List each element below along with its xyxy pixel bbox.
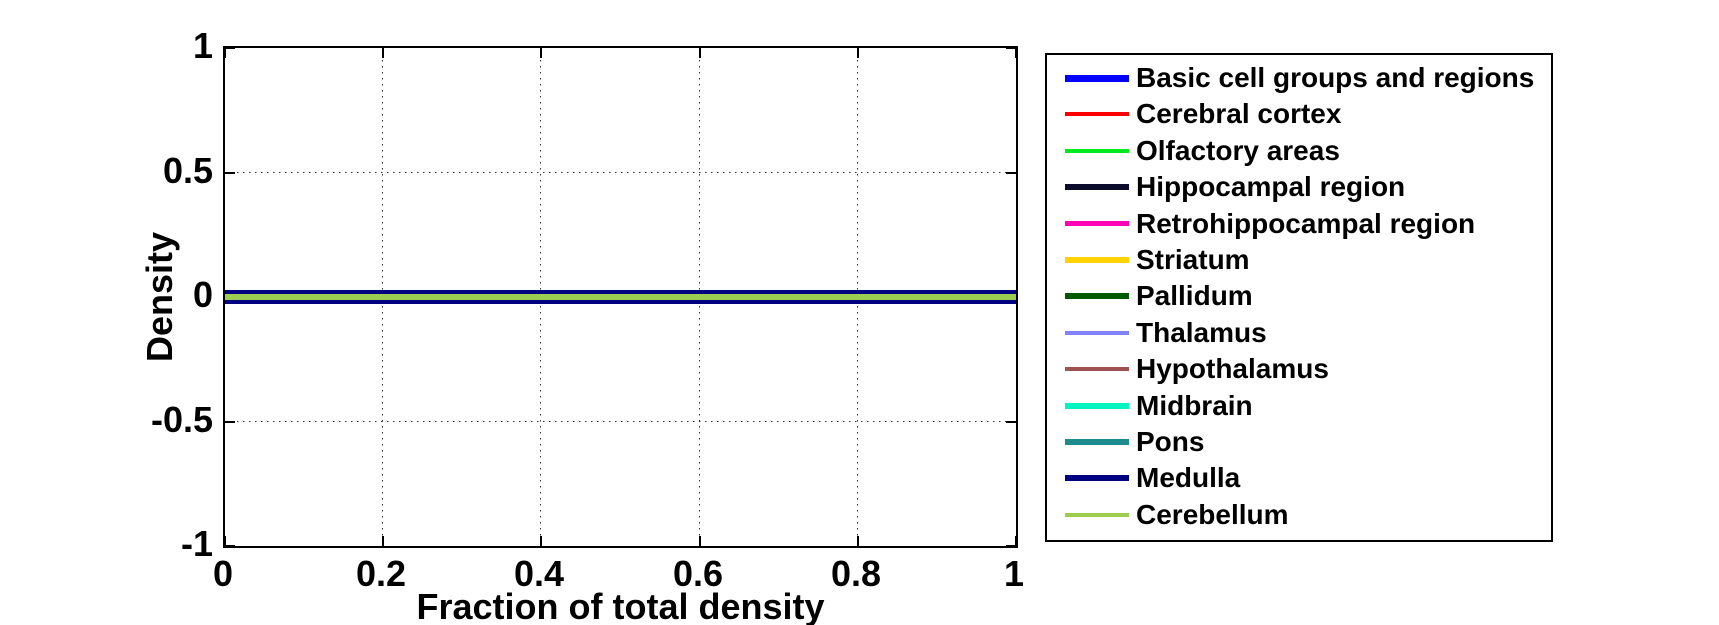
legend-line-swatch: [1065, 257, 1129, 264]
legend-line-swatch: [1065, 184, 1129, 191]
y-tick-mark-right: [1006, 545, 1016, 547]
legend-item-label: Hippocampal region: [1136, 171, 1406, 203]
y-tick-label: 0.5: [162, 150, 213, 191]
axes: [223, 46, 1018, 548]
x-tick-mark: [382, 536, 384, 546]
x-tick-mark-top: [699, 48, 701, 58]
x-tick-label: 0: [212, 553, 234, 594]
legend-line-swatch: [1065, 293, 1129, 300]
x-tick-mark: [224, 536, 226, 546]
legend-item: Striatum: [1047, 245, 1551, 275]
y-tick-label: -0.5: [150, 399, 213, 440]
legend-item-label: Cerebral cortex: [1136, 98, 1342, 130]
legend-item: Hypothalamus: [1047, 354, 1551, 384]
legend-item: Cerebellum: [1047, 498, 1551, 530]
x-tick-mark: [857, 536, 859, 546]
legend-line-swatch: [1065, 402, 1129, 409]
legend-item-label: Cerebellum: [1136, 498, 1289, 530]
legend-item: Cerebral cortex: [1047, 99, 1551, 129]
x-tick-label: 0.4: [513, 553, 565, 594]
legend-item: Midbrain: [1047, 389, 1551, 421]
x-tick-mark-top: [1015, 48, 1017, 58]
legend-line-swatch: [1065, 330, 1129, 335]
x-tick-mark-top: [540, 48, 542, 58]
legend-item-label: Striatum: [1136, 244, 1250, 276]
legend-line-swatch: [1065, 512, 1129, 517]
y-tick-mark: [225, 47, 235, 49]
legend-item-label: Basic cell groups and regions: [1136, 62, 1535, 93]
y-tick-mark-right: [1006, 47, 1016, 49]
legend-item-label: Pallidum: [1136, 280, 1253, 312]
legend-item: Pallidum: [1047, 281, 1551, 311]
x-axis-label: Fraction of total density: [416, 586, 825, 625]
legend-item-label: Medulla: [1136, 462, 1241, 494]
legend-item: Thalamus: [1047, 316, 1551, 348]
x-tick-label: 1: [1003, 553, 1025, 594]
legend-line-swatch: [1065, 148, 1129, 153]
x-tick-mark-top: [382, 48, 384, 58]
legend: Basic cell groups and regions Cerebral c…: [1045, 53, 1553, 542]
legend-line-swatch: [1065, 112, 1129, 117]
legend-item-label: Retrohippocampal region: [1136, 207, 1476, 239]
y-tick-mark-right: [1006, 421, 1016, 423]
legend-line-swatch: [1065, 439, 1129, 446]
y-tick-mark: [225, 421, 235, 423]
legend-item-label: Hypothalamus: [1136, 353, 1329, 385]
x-tick-label: 0.6: [672, 553, 724, 594]
x-tick-mark: [1015, 536, 1017, 546]
legend-item-label: Pons: [1136, 426, 1205, 458]
legend-item: Basic cell groups and regions: [1047, 63, 1551, 93]
y-tick-mark: [225, 172, 235, 174]
legend-item: Medulla: [1047, 463, 1551, 493]
series-line-cerebellum: [225, 294, 1016, 300]
x-tick-mark: [540, 536, 542, 546]
y-tick-label: -1: [180, 523, 213, 564]
gridline-y: [225, 421, 1016, 422]
gridline-y: [225, 172, 1016, 173]
legend-item: Retrohippocampal region: [1047, 207, 1551, 239]
x-tick-label: 0.2: [355, 553, 407, 594]
x-tick-mark-top: [224, 48, 226, 58]
legend-item-label: Olfactory areas: [1136, 134, 1340, 166]
legend-item: Olfactory areas: [1047, 134, 1551, 166]
x-tick-label: 0.8: [830, 553, 882, 594]
legend-item-label: Thalamus: [1136, 316, 1267, 348]
y-tick-mark: [225, 545, 235, 547]
legend-item: Hippocampal region: [1047, 172, 1551, 202]
legend-line-swatch: [1065, 475, 1129, 482]
legend-line-swatch: [1065, 74, 1129, 82]
legend-line-swatch: [1065, 367, 1129, 372]
legend-item: Pons: [1047, 427, 1551, 457]
x-tick-mark: [699, 536, 701, 546]
x-tick-mark-top: [857, 48, 859, 58]
y-tick-mark-right: [1006, 172, 1016, 174]
y-tick-label: 1: [192, 25, 213, 66]
legend-item-label: Midbrain: [1136, 389, 1253, 421]
legend-line-swatch: [1065, 221, 1129, 227]
y-tick-label: 0: [192, 274, 213, 315]
